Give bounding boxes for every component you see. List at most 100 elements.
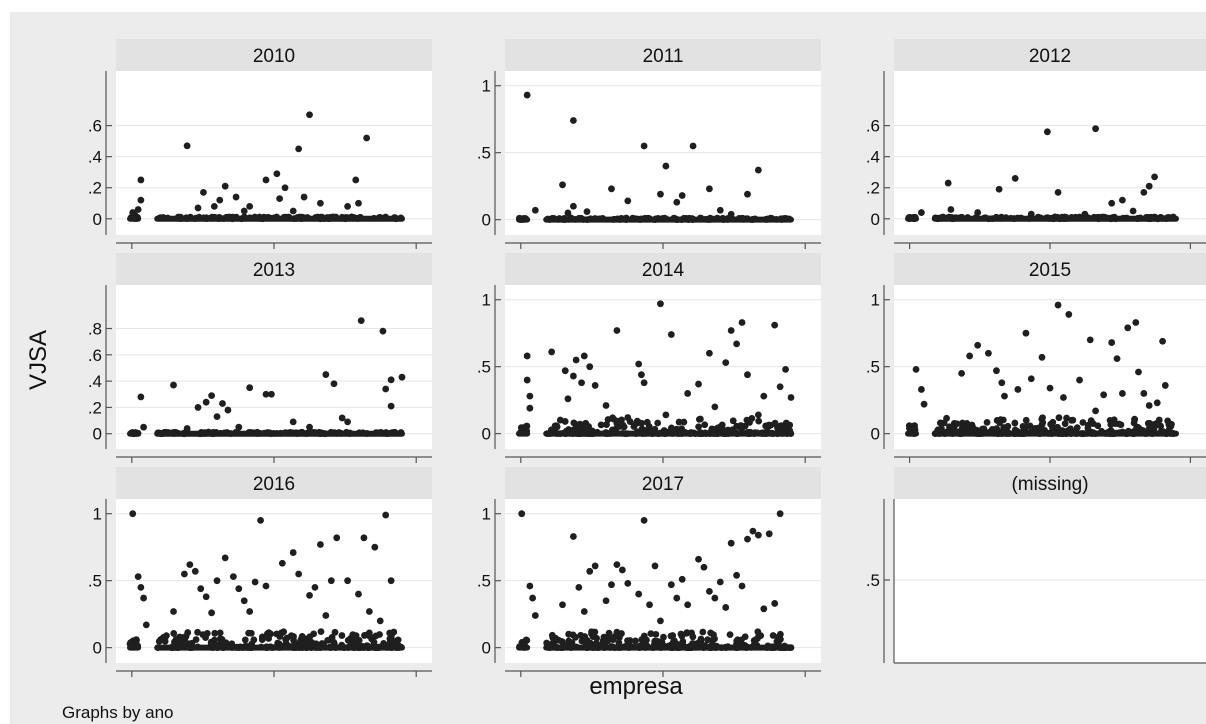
data-point-2013	[183, 425, 191, 432]
data-point-2014	[727, 327, 735, 334]
data-point-2014	[638, 371, 645, 379]
y-tick-label-2011: .5	[477, 144, 491, 163]
data-point-2014	[754, 411, 762, 419]
panel-strip-2010	[116, 39, 432, 71]
data-point-2015	[1011, 419, 1019, 427]
panel-plot-area-2012	[894, 71, 1206, 235]
data-point-2017	[738, 582, 746, 590]
data-point-2017	[754, 531, 762, 539]
data-point-2017	[697, 636, 705, 644]
data-point-2012	[1054, 188, 1062, 196]
data-point-2013	[379, 327, 387, 335]
data-point-2014	[738, 319, 746, 326]
data-point-2010	[344, 202, 351, 210]
data-point-2017	[572, 633, 579, 641]
data-point-2015	[1092, 407, 1099, 415]
data-point-2014	[570, 372, 577, 380]
panel-strip-2012	[894, 39, 1206, 71]
data-point-2015	[969, 424, 977, 432]
data-point-2017	[581, 637, 589, 645]
data-point-2016	[129, 510, 137, 518]
y-tick-label-2017: 1	[482, 505, 491, 524]
data-point-2014	[620, 423, 628, 431]
data-point-2013	[235, 423, 243, 431]
data-point-2011	[716, 206, 724, 214]
data-point-2017	[559, 601, 566, 609]
data-point-2017	[646, 601, 653, 609]
data-point-2015	[1049, 418, 1057, 426]
data-point-2017	[555, 636, 562, 644]
data-point-2016	[355, 590, 362, 598]
data-point-2014	[733, 340, 740, 348]
data-point-2013	[246, 384, 254, 392]
data-point-2013	[213, 413, 221, 421]
data-point-2016	[197, 585, 205, 593]
data-point-2014	[695, 380, 702, 388]
data-point-2017	[744, 535, 751, 543]
data-point-2012	[995, 185, 1003, 193]
data-point-2017	[591, 562, 599, 570]
data-point-2015	[958, 369, 965, 377]
data-point-2017	[679, 638, 687, 645]
panel-strip-2017	[505, 467, 821, 499]
panel-strip-2015	[894, 253, 1206, 285]
data-point-2012	[1027, 210, 1035, 218]
y-tick-label-2015: 1	[871, 291, 880, 310]
data-point-2012	[1011, 175, 1019, 182]
data-point-2016	[241, 636, 249, 644]
data-point-2017	[608, 581, 615, 589]
y-tick-label-2013: .6	[88, 346, 102, 365]
data-point-2010	[210, 202, 218, 210]
data-point-2015	[1124, 324, 1132, 332]
data-point-2016	[142, 621, 150, 629]
data-point-2015	[1159, 337, 1166, 345]
data-point-2013	[357, 317, 365, 325]
data-point-2017	[570, 533, 577, 540]
data-point-2015	[1004, 422, 1012, 430]
data-point-2010	[134, 206, 142, 213]
y-tick-label-2013: .8	[88, 320, 102, 339]
data-point-2016	[229, 573, 237, 581]
data-point-2012	[1119, 196, 1126, 204]
data-point-2015	[1084, 424, 1092, 432]
data-point-2015	[918, 386, 925, 393]
data-point-2016	[364, 631, 372, 639]
data-point-2017	[722, 604, 730, 611]
data-point-2013	[224, 406, 232, 414]
data-point-2014	[722, 359, 730, 367]
data-point-2011	[657, 190, 664, 198]
data-point-2015	[1076, 376, 1083, 384]
data-point-2015	[1100, 391, 1108, 399]
data-point-2015	[1060, 394, 1067, 401]
y-tick-label-2014: 1	[482, 291, 491, 310]
data-point-2013	[289, 418, 297, 426]
data-point-2016	[173, 638, 181, 646]
data-point-2016	[306, 592, 313, 599]
panel-title-2010: 2010	[253, 46, 295, 67]
data-point-2017	[575, 583, 583, 591]
data-point-2015	[1135, 368, 1142, 376]
data-point-2012	[974, 209, 982, 216]
data-point-2012	[944, 179, 952, 187]
data-point-2014	[630, 423, 638, 430]
data-point-2013	[208, 392, 216, 399]
data-point-2013	[387, 376, 395, 384]
data-point-2013	[398, 373, 406, 381]
data-point-2016	[295, 570, 303, 578]
data-point-2015	[1132, 319, 1140, 326]
data-point-2015	[1153, 399, 1161, 407]
data-point-2016	[247, 629, 255, 637]
panel-title-2011: 2011	[643, 46, 684, 67]
data-point-2011	[678, 192, 686, 199]
data-point-2011	[531, 206, 539, 214]
data-point-2017	[695, 555, 702, 563]
y-tick-label-2014: .5	[477, 358, 491, 377]
data-point-2016	[213, 577, 221, 585]
data-point-2014	[654, 419, 662, 427]
data-point-2014	[701, 421, 709, 429]
panel-plot-area-missing	[894, 499, 1206, 663]
data-point-2016	[216, 629, 224, 637]
panel-plot-area-2013	[116, 285, 432, 449]
y-tick-label-2012: 0	[871, 210, 880, 229]
data-point-2014	[602, 402, 610, 409]
